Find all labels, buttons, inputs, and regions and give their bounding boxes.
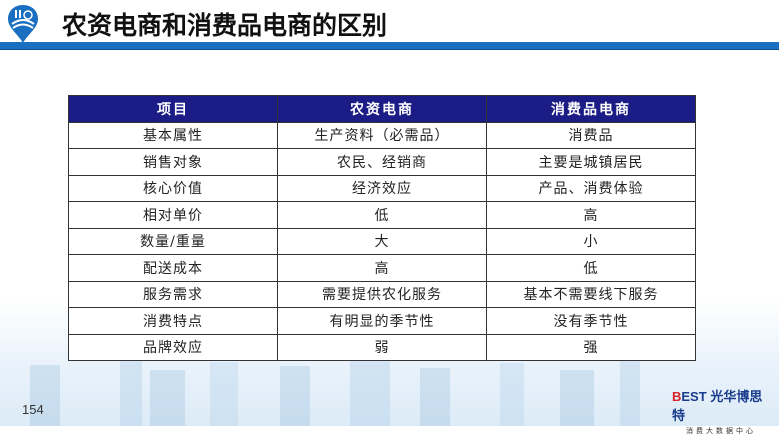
page-title: 农资电商和消费品电商的区别 [62,11,388,40]
table-cell: 消费品 [486,121,696,149]
agriculture-logo-icon [8,5,38,43]
table-cell: 需要提供农化服务 [277,280,487,308]
column-header: 农资电商 [277,95,487,123]
table-cell: 数量/重量 [68,227,278,255]
table-cell: 农民、经销商 [277,148,487,176]
table-cell: 相对单价 [68,201,278,229]
table-cell: 小 [486,227,696,255]
table-cell: 低 [277,201,487,229]
table-cell: 配送成本 [68,254,278,282]
table-cell: 生产资料（必需品） [277,121,487,149]
table-row: 消费特点 有明显的季节性 没有季节性 [68,307,696,335]
table-cell: 主要是城镇居民 [486,148,696,176]
table-cell: 核心价值 [68,174,278,202]
table-cell: 高 [486,201,696,229]
table-cell: 大 [277,227,487,255]
table-cell: 高 [277,254,487,282]
table-cell: 销售对象 [68,148,278,176]
table-row: 配送成本高低 [68,254,696,282]
column-header: 项目 [68,95,278,123]
column-header: 消费品电商 [486,95,696,123]
page-number: 154 [22,402,44,417]
table-cell: 经济效应 [277,174,487,202]
table-row: 基本属性 生产资料（必需品） 消费品 [68,121,696,149]
table-cell: 有明显的季节性 [277,307,487,335]
table-cell: 服务需求 [68,280,278,308]
table-cell: 弱 [277,333,487,361]
table-row: 销售对象 农民、经销商 主要是城镇居民 [68,148,696,176]
table-cell: 品牌效应 [68,333,278,361]
table-row: 核心价值 经济效应 产品、消费体验 [68,174,696,202]
table-row: 服务需求 需要提供农化服务 基本不需要线下服务 [68,280,696,308]
table-cell: 强 [486,333,696,361]
brand-logo: BEST 光华博思特 消费大数据中心 [672,389,763,435]
city-background [30,360,640,426]
table-header-row: 项目 农资电商 消费品电商 [68,95,696,123]
table-row: 品牌效应弱强 [68,333,696,361]
table-cell: 基本不需要线下服务 [486,280,696,308]
table-row: 数量/重量大小 [68,227,696,255]
table-cell: 消费特点 [68,307,278,335]
comparison-table: 项目 农资电商 消费品电商 基本属性 生产资料（必需品） 消费品 销售对象 农民、经销商… [68,95,696,361]
table-cell: 基本属性 [68,121,278,149]
table-cell: 产品、消费体验 [486,174,696,202]
table-cell: 低 [486,254,696,282]
title-divider [0,42,779,50]
table-row: 相对单价低高 [68,201,696,229]
table-cell: 没有季节性 [486,307,696,335]
